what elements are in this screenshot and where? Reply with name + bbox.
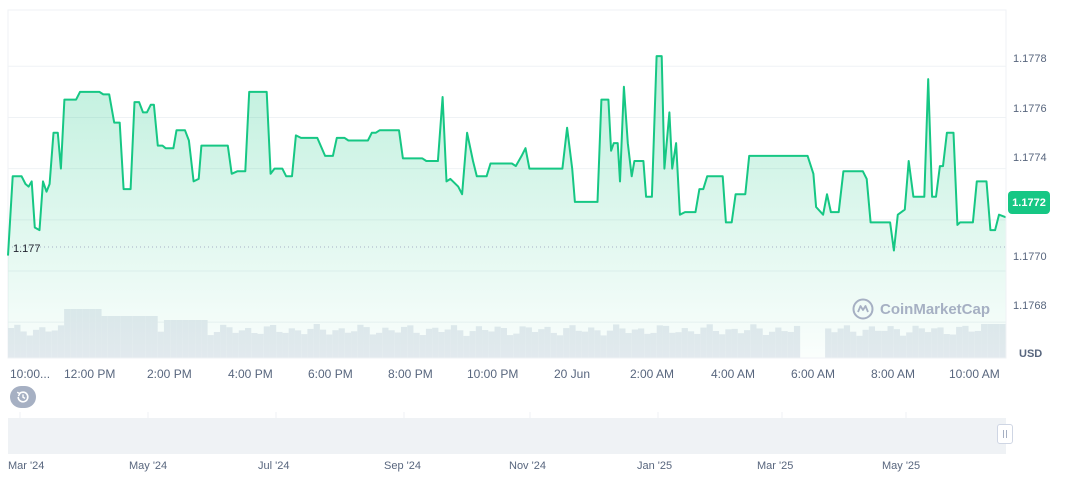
watermark-text: CoinMarketCap <box>880 300 991 318</box>
navigator-label: May '25 <box>882 460 921 472</box>
x-tick-label: 2:00 AM <box>630 367 675 381</box>
navigator-label: Mar '24 <box>8 460 45 472</box>
x-tick-label: 10:00 PM <box>467 367 519 381</box>
navigator-label: May '24 <box>129 460 168 472</box>
coinmarketcap-logo-icon <box>852 298 874 320</box>
history-icon <box>16 391 29 403</box>
x-tick-label: 4:00 AM <box>711 367 756 381</box>
x-tick-label: 8:00 PM <box>388 367 433 381</box>
x-tick-label: 4:00 PM <box>228 367 273 381</box>
navigator-label: Mar '25 <box>757 460 794 472</box>
y-tick-label: 1.1770 <box>1013 251 1047 263</box>
current-price-badge: 1.1772 <box>1008 191 1050 214</box>
x-tick-label: 10:00... <box>10 367 51 381</box>
x-tick-label: 6:00 AM <box>791 367 836 381</box>
x-tick-label: 2:00 PM <box>147 367 192 381</box>
x-tick-label: 6:00 PM <box>308 367 353 381</box>
price-area <box>8 56 1006 358</box>
navigator-label: Jul '24 <box>258 460 290 472</box>
range-navigator[interactable] <box>8 418 1006 454</box>
navigator-handle[interactable] <box>997 424 1013 444</box>
navigator-label: Sep '24 <box>384 460 421 472</box>
y-tick-label: 1.1776 <box>1013 103 1047 115</box>
navigator-label: Jan '25 <box>637 460 673 472</box>
watermark: CoinMarketCap <box>852 298 990 320</box>
drag-handle-icon <box>1003 430 1004 438</box>
y-tick-label: 1.1778 <box>1013 53 1047 65</box>
y-tick-label: 1.1774 <box>1013 152 1047 164</box>
price-line <box>7 55 1007 256</box>
navigator-ticks <box>19 412 907 418</box>
x-tick-label: 20 Jun <box>554 367 591 381</box>
navigator-label: Nov '24 <box>509 460 546 472</box>
x-tick-label: 8:00 AM <box>871 367 916 381</box>
history-button[interactable] <box>10 386 36 408</box>
y-tick-label: 1.1768 <box>1013 300 1047 312</box>
currency-unit: USD <box>1019 348 1043 360</box>
x-tick-label: 12:00 PM <box>64 367 116 381</box>
x-tick-label: 10:00 AM <box>949 367 1000 381</box>
min-price-label: 1.177 <box>13 243 41 255</box>
